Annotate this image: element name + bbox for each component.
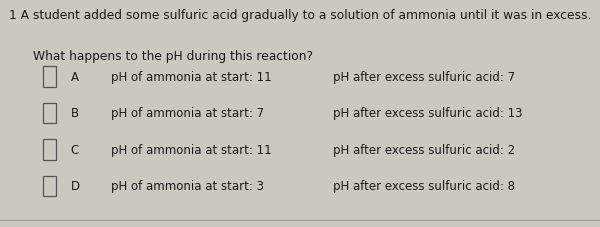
Text: pH after excess sulfuric acid: 2: pH after excess sulfuric acid: 2 bbox=[333, 143, 515, 156]
Text: D: D bbox=[71, 180, 80, 193]
Bar bbox=[43, 67, 56, 87]
Text: pH after excess sulfuric acid: 7: pH after excess sulfuric acid: 7 bbox=[333, 71, 515, 84]
Text: A: A bbox=[71, 71, 79, 84]
Text: 1 A student added some sulfuric acid gradually to a solution of ammonia until it: 1 A student added some sulfuric acid gra… bbox=[9, 9, 592, 22]
Text: C: C bbox=[71, 143, 79, 156]
Text: pH of ammonia at start: 7: pH of ammonia at start: 7 bbox=[111, 107, 264, 120]
Text: B: B bbox=[71, 107, 79, 120]
Text: pH of ammonia at start: 11: pH of ammonia at start: 11 bbox=[111, 71, 272, 84]
Text: pH after excess sulfuric acid: 8: pH after excess sulfuric acid: 8 bbox=[333, 180, 515, 193]
Text: pH of ammonia at start: 11: pH of ammonia at start: 11 bbox=[111, 143, 272, 156]
Bar bbox=[43, 140, 56, 160]
Text: What happens to the pH during this reaction?: What happens to the pH during this react… bbox=[33, 50, 313, 63]
Bar bbox=[43, 103, 56, 124]
Text: pH of ammonia at start: 3: pH of ammonia at start: 3 bbox=[111, 180, 264, 193]
Bar bbox=[43, 176, 56, 196]
Text: pH after excess sulfuric acid: 13: pH after excess sulfuric acid: 13 bbox=[333, 107, 523, 120]
